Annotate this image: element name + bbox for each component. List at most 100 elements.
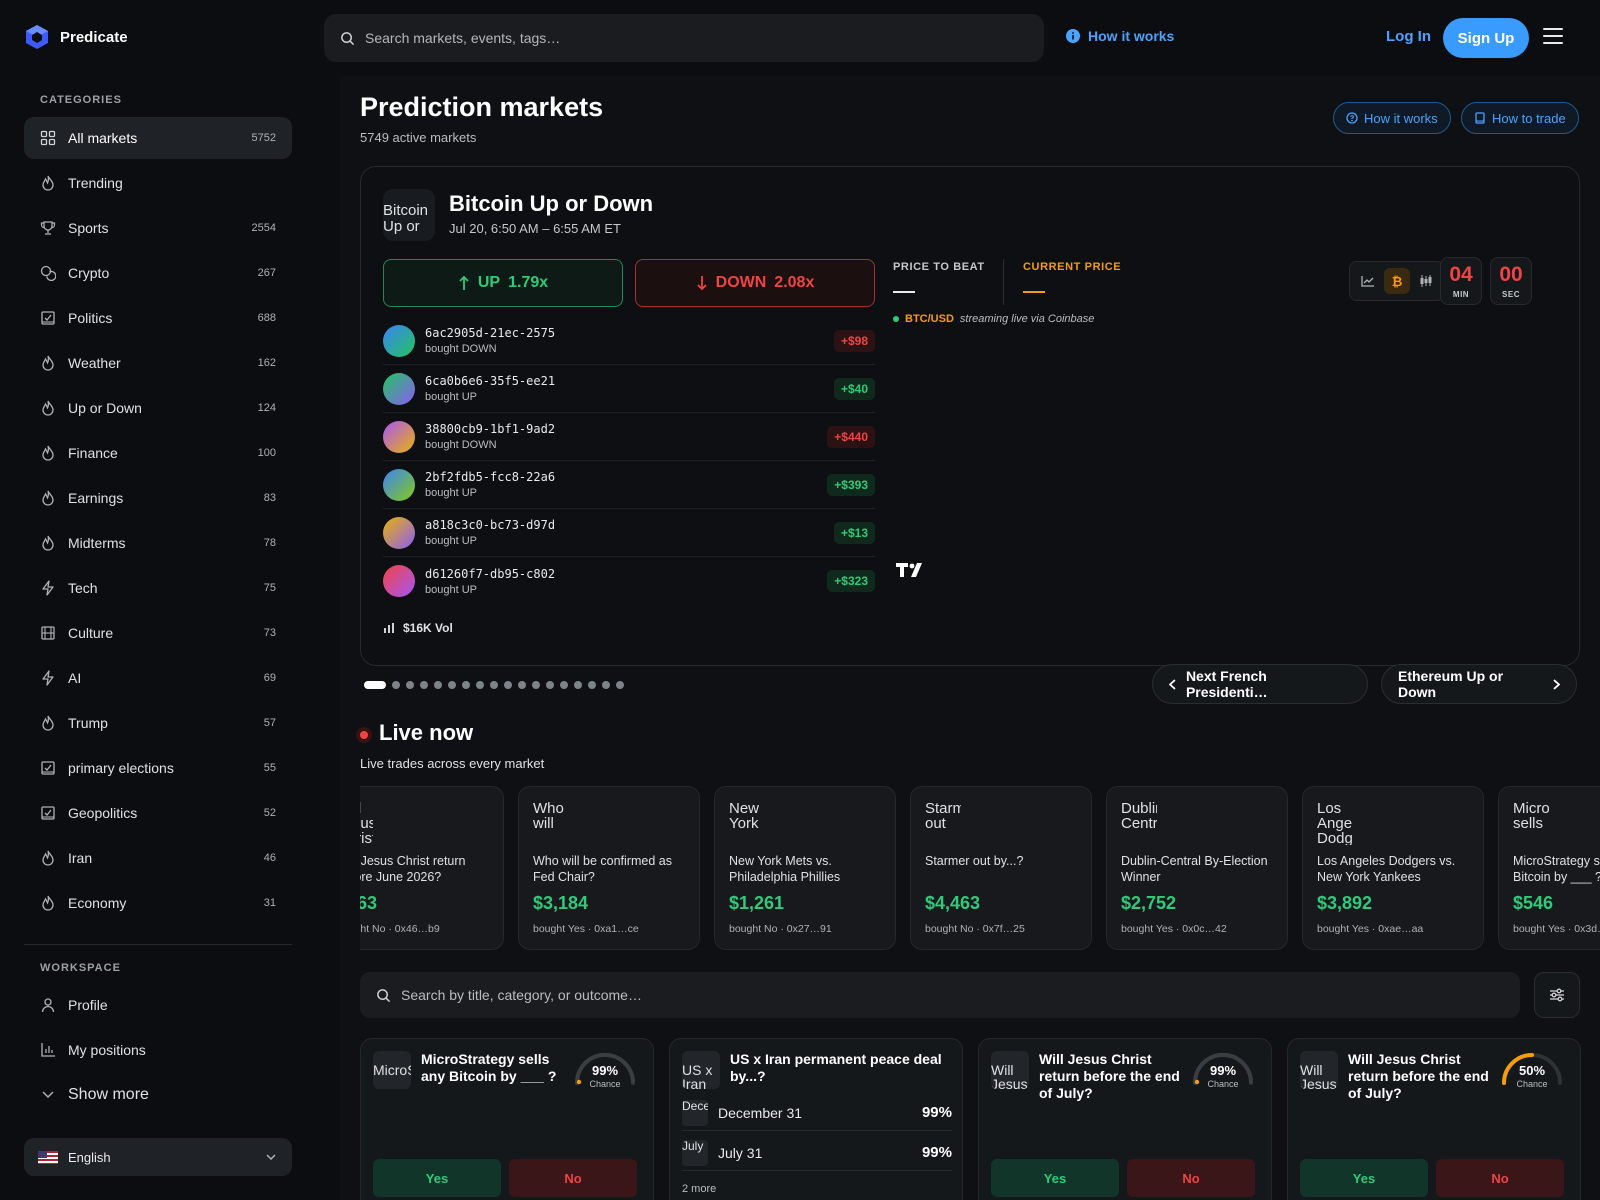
trade-row[interactable]: a818c3c0-bc73-d97d bought UP +$13 [383, 509, 875, 557]
next-market-button[interactable]: Ethereum Up or Down [1381, 664, 1577, 704]
carousel-dot[interactable] [420, 681, 428, 689]
carousel-dot[interactable] [490, 681, 498, 689]
carousel-dot[interactable] [504, 681, 512, 689]
live-trade-card[interactable]: Who will Who will be confirmed as Fed Cha… [518, 786, 700, 950]
yes-button[interactable]: Yes [373, 1159, 501, 1197]
sidebar-item-tech[interactable]: Tech 75 [24, 567, 292, 609]
live-trade-card[interactable]: New York New York Mets vs. Philadelphia P… [714, 786, 896, 950]
market-title[interactable]: Will Jesus Christ return before the end … [1348, 1051, 1489, 1101]
carousel-dot[interactable] [476, 681, 484, 689]
carousel-dot[interactable] [364, 681, 386, 689]
candlestick-icon[interactable] [1413, 268, 1439, 294]
carousel-dot[interactable] [532, 681, 540, 689]
live-now-subtitle: Live trades across every market [360, 756, 545, 771]
sidebar-item-show-more[interactable]: Show more [24, 1074, 292, 1116]
more-outcomes-link[interactable]: 2 more [682, 1183, 717, 1195]
chance-label: Chance [1516, 1079, 1548, 1089]
sidebar-item-midterms[interactable]: Midterms 78 [24, 522, 292, 564]
global-search-input[interactable] [365, 30, 1005, 46]
gauge-fill [574, 1052, 635, 1085]
sidebar-item-weather[interactable]: Weather 162 [24, 342, 292, 384]
sidebar-item-profile[interactable]: Profile [24, 984, 292, 1026]
up-button[interactable]: UP 1.79x [383, 259, 623, 307]
sidebar-item-politics[interactable]: Politics 688 [24, 297, 292, 339]
log-in-button[interactable]: Log In [1386, 28, 1431, 45]
filter-button[interactable] [1534, 972, 1580, 1018]
trade-row[interactable]: 6ca0b6e6-35f5-ee21 bought UP +$40 [383, 365, 875, 413]
trade-row[interactable]: d61260f7-db95-c802 bought UP +$323 [383, 557, 875, 605]
carousel-dot[interactable] [546, 681, 554, 689]
sidebar-item-culture[interactable]: Culture 73 [24, 612, 292, 654]
market-card[interactable]: US x Iran US x Iran permanent peace deal … [669, 1038, 963, 1200]
carousel-dot[interactable] [462, 681, 470, 689]
carousel-dot[interactable] [448, 681, 456, 689]
chance-value: 99% [591, 1063, 619, 1078]
sign-up-button[interactable]: Sign Up [1443, 18, 1529, 58]
line-chart-icon[interactable] [1355, 268, 1381, 294]
how-to-trade-label: How to trade [1492, 110, 1566, 126]
sidebar-item-iran[interactable]: Iran 46 [24, 837, 292, 879]
how-to-trade-button[interactable]: How to trade [1461, 102, 1579, 134]
trade-row[interactable]: 6ac2905d-21ec-2575 bought DOWN +$98 [383, 317, 875, 365]
carousel-dot[interactable] [518, 681, 526, 689]
sidebar-item-my-positions[interactable]: My positions [24, 1029, 292, 1071]
sidebar-item-ai[interactable]: AI 69 [24, 657, 292, 699]
market-title[interactable]: Will Jesus Christ return before the end … [1039, 1051, 1180, 1101]
sidebar-item-count: 688 [257, 312, 276, 324]
sidebar-item-up-or-down[interactable]: Up or Down 124 [24, 387, 292, 429]
market-title[interactable]: MicroStrategy sells any Bitcoin by ___ ? [421, 1051, 557, 1084]
sidebar-item-trump[interactable]: Trump 57 [24, 702, 292, 744]
market-card[interactable]: Will Jesus Will Jesus Christ return befor… [1287, 1038, 1581, 1200]
trade-row[interactable]: 38800cb9-1bf1-9ad2 bought DOWN +$440 [383, 413, 875, 461]
sidebar-item-crypto[interactable]: Crypto 267 [24, 252, 292, 294]
live-trade-card[interactable]: Will Jesus Christ Will Jesus Christ retur… [360, 786, 504, 950]
carousel-dot[interactable] [588, 681, 596, 689]
featured-market-card[interactable]: Bitcoin Up or Bitcoin Up or Down Jul 20,… [360, 166, 1580, 666]
outcome-row[interactable]: July July 31 99% [682, 1135, 952, 1171]
carousel-dot[interactable] [434, 681, 442, 689]
no-button[interactable]: No [509, 1159, 637, 1197]
yes-button[interactable]: Yes [1300, 1159, 1428, 1197]
carousel-dot[interactable] [560, 681, 568, 689]
sidebar-item-economy[interactable]: Economy 31 [24, 882, 292, 924]
carousel-dot[interactable] [392, 681, 400, 689]
yes-button[interactable]: Yes [991, 1159, 1119, 1197]
live-trade-card[interactable]: Starmer out Starmer out by...? $4,463 bough… [910, 786, 1092, 950]
sidebar-item-geopolitics[interactable]: Geopolitics 52 [24, 792, 292, 834]
market-card[interactable]: MicroStrategy MicroStrategy sells any Bit… [360, 1038, 654, 1200]
market-title[interactable]: US x Iran permanent peace deal by...? [730, 1051, 942, 1084]
language-selector[interactable]: English [24, 1138, 292, 1176]
market-card[interactable]: Will Jesus Will Jesus Christ return befor… [978, 1038, 1272, 1200]
carousel-dot[interactable] [574, 681, 582, 689]
no-button[interactable]: No [1127, 1159, 1255, 1197]
sidebar-item-trending[interactable]: Trending [24, 162, 292, 204]
sidebar-item-all-markets[interactable]: All markets 5752 [24, 117, 292, 159]
market-search-input[interactable] [401, 987, 1501, 1003]
sidebar-item-earnings[interactable]: Earnings 83 [24, 477, 292, 519]
menu-icon[interactable] [1543, 28, 1563, 44]
carousel-dot[interactable] [602, 681, 610, 689]
no-button[interactable]: No [1436, 1159, 1564, 1197]
live-trade-card[interactable]: Dublin Central Dublin-Central By-Election… [1106, 786, 1288, 950]
previous-market-button[interactable]: Next French Presidenti… [1152, 664, 1368, 704]
live-trade-card[interactable]: Los Angeles Dodgers Los Angeles Dodgers v… [1302, 786, 1484, 950]
global-search[interactable] [324, 14, 1044, 62]
brand[interactable]: Predicate [24, 24, 128, 50]
carousel-dot[interactable] [406, 681, 414, 689]
featured-market-image: Bitcoin Up or [383, 189, 435, 241]
live-trade-title: Starmer out by...? [925, 854, 1024, 868]
tradingview-logo-icon[interactable] [895, 561, 927, 579]
sidebar-item-finance[interactable]: Finance 100 [24, 432, 292, 474]
featured-market-title[interactable]: Bitcoin Up or Down [449, 191, 654, 216]
bitcoin-icon[interactable]: ₿ [1383, 268, 1410, 294]
sidebar-item-sports[interactable]: Sports 2554 [24, 207, 292, 249]
how-it-works-button[interactable]: How it works [1333, 102, 1451, 134]
market-search[interactable] [360, 972, 1520, 1018]
down-button[interactable]: DOWN 2.08x [635, 259, 875, 307]
carousel-dot[interactable] [616, 681, 624, 689]
trade-row[interactable]: 2bf2fdb5-fcc8-22a6 bought UP +$393 [383, 461, 875, 509]
live-trade-card[interactable]: MicroStrategy sells MicroStrategy sells a… [1498, 786, 1600, 950]
outcome-row[interactable]: December December 31 99% [682, 1095, 952, 1131]
how-it-works-link[interactable]: How it works [1066, 28, 1174, 44]
sidebar-item-primary-elections[interactable]: primary elections 55 [24, 747, 292, 789]
